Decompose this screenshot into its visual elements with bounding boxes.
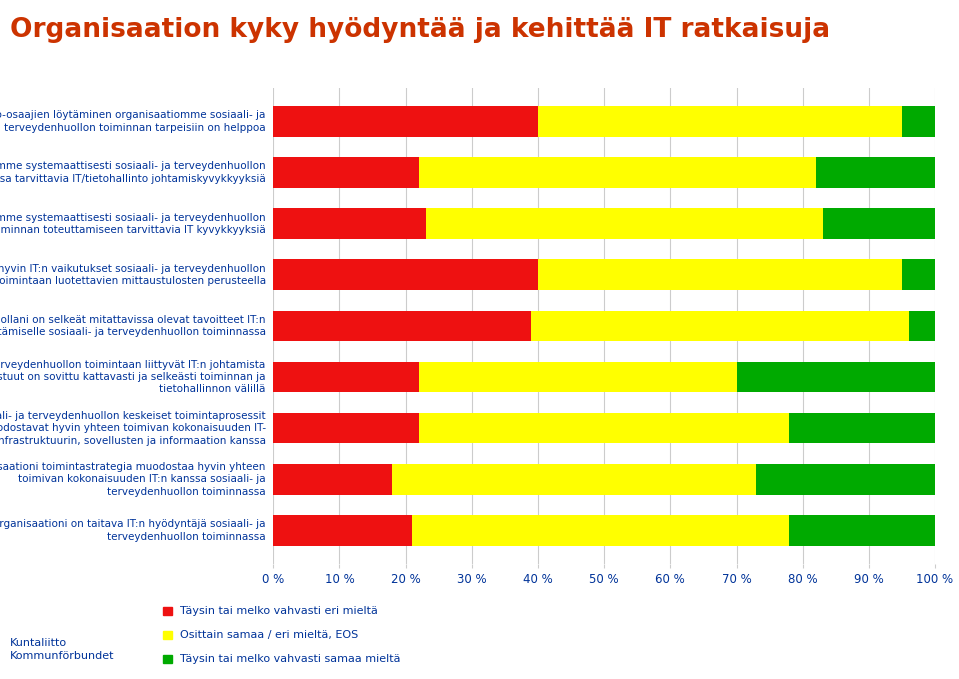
Bar <box>392 464 757 494</box>
Text: sosiaali- ja terveydenhuollon keskeiset toimintaprosessit
muodostavat hyvin yhte: sosiaali- ja terveydenhuollon keskeiset … <box>0 411 266 445</box>
Text: Kehitämme systemaattisesti sosiaali- ja terveydenhuollon
toiminnan toteuttamisee: Kehitämme systemaattisesti sosiaali- ja … <box>0 213 266 235</box>
Text: Tunnemme hyvin IT:n vaikutukset sosiaali- ja terveydenhuollon
toimintaan luotett: Tunnemme hyvin IT:n vaikutukset sosiaali… <box>0 263 266 286</box>
Text: Kehitämme systemaattisesti sosiaali- ja terveydenhuollon
toiminnassa tarvittavia: Kehitämme systemaattisesti sosiaali- ja … <box>0 162 266 184</box>
Bar <box>273 310 531 342</box>
Bar <box>737 362 935 392</box>
Text: Organisaationi on taitava IT:n hyödyntäjä sosiaali- ja
terveydenhuollon toiminna: Organisaationi on taitava IT:n hyödyntäj… <box>0 519 266 542</box>
Text: Kuntaliitto
Kommunförbundet: Kuntaliitto Kommunförbundet <box>10 638 114 661</box>
Bar <box>426 208 823 239</box>
Text: IT/tietohallinto-osaajien löytäminen organisaatiomme sosiaali- ja
terveydenhuoll: IT/tietohallinto-osaajien löytäminen org… <box>0 110 266 132</box>
Bar <box>273 208 426 239</box>
Bar <box>901 106 935 137</box>
Bar <box>823 208 935 239</box>
Bar <box>757 464 935 494</box>
Bar <box>273 464 392 494</box>
Bar <box>273 362 419 392</box>
Bar <box>419 362 737 392</box>
Text: Organisaatiollani on selkeät mitattavissa olevat tavoitteet IT:n
hyödyntämiselle: Organisaatiollani on selkeät mitattaviss… <box>0 315 266 337</box>
Bar <box>412 515 789 546</box>
Bar <box>419 158 816 188</box>
Bar <box>816 158 935 188</box>
Bar <box>789 413 935 443</box>
Bar <box>419 413 789 443</box>
Bar <box>538 259 901 290</box>
Bar <box>273 413 419 443</box>
Bar <box>531 310 908 342</box>
Bar <box>273 515 412 546</box>
Bar <box>908 310 935 342</box>
Text: Organisaationi toimintastrategia muodostaa hyvin yhteen
toimivan kokonaisuuden I: Organisaationi toimintastrategia muodost… <box>0 462 266 496</box>
Bar <box>901 259 935 290</box>
Bar <box>273 106 538 137</box>
Text: Osittain samaa / eri mieltä, EOS: Osittain samaa / eri mieltä, EOS <box>180 630 358 640</box>
Text: Täysin tai melko vahvasti eri mieltä: Täysin tai melko vahvasti eri mieltä <box>180 606 378 616</box>
Text: Organisaation kyky hyödyntää ja kehittää IT ratkaisuja: Organisaation kyky hyödyntää ja kehittää… <box>10 17 830 43</box>
Bar <box>273 259 538 290</box>
Text: sosiaali- ja terveydenhuollon toimintaan liittyvät IT:n johtamista
koskevat vast: sosiaali- ja terveydenhuollon toimintaan… <box>0 360 266 394</box>
Text: Täysin tai melko vahvasti samaa mieltä: Täysin tai melko vahvasti samaa mieltä <box>180 654 401 663</box>
Bar <box>789 515 935 546</box>
Bar <box>273 158 419 188</box>
Bar <box>538 106 901 137</box>
